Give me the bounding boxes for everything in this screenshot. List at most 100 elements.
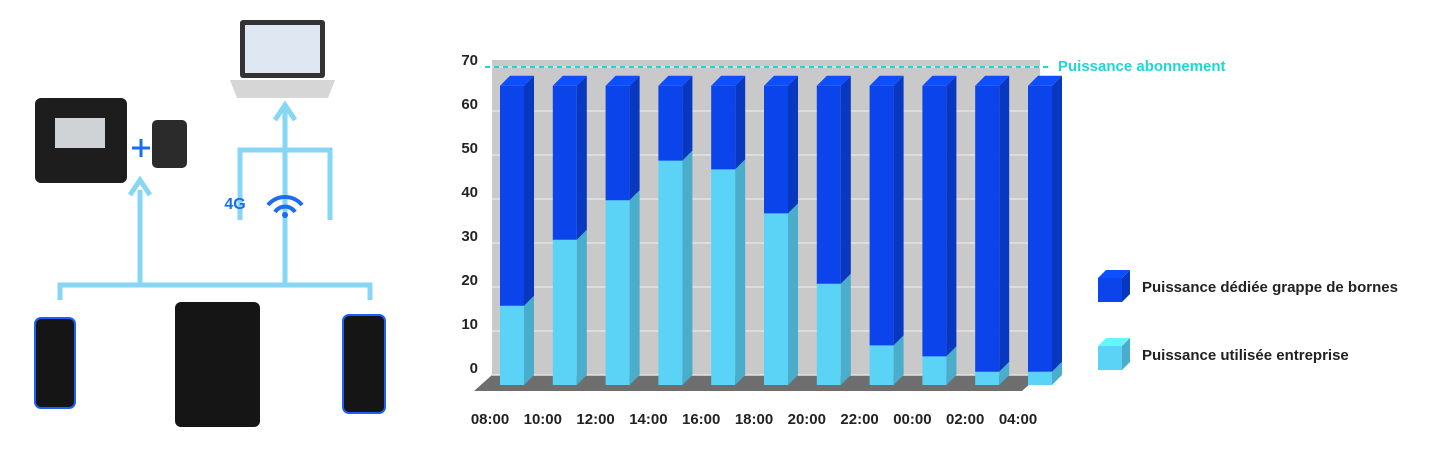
legend-swatch [1098,278,1122,302]
legend-swatch-top [1098,338,1130,346]
bar-face [764,75,798,86]
bar-face [1052,361,1062,385]
bar-face [629,190,640,385]
legend-swatch [1098,346,1122,370]
x-tick-label: 00:00 [893,411,931,428]
bar-segment [711,159,746,385]
bar-face [735,159,746,385]
bar-face [658,160,683,385]
bar-face [999,361,1010,385]
x-tick-label: 02:00 [946,411,984,428]
bar-face [682,75,693,161]
charger [175,302,260,427]
bar-segment [605,75,640,201]
bar-face [500,85,524,306]
y-tick-label: 30 [461,228,478,245]
bar-face [711,75,746,86]
bar-segment [1028,75,1062,372]
bar-face [975,75,1010,86]
bar-face [816,283,841,385]
wifi-dot [282,212,288,218]
bar-face [840,273,851,385]
network-label: 4G [224,196,245,213]
bar-segment [764,203,798,385]
bar-segment [500,295,534,385]
x-tick-label: 22:00 [840,411,878,428]
bar-segment [816,75,851,284]
legend-swatch-top [1098,270,1130,278]
bar-face [893,335,904,385]
y-tick-label: 0 [470,360,478,377]
bar-face [605,85,630,201]
bar-face [605,75,640,86]
bar-face [658,85,683,161]
bar-face [576,75,587,240]
bar-segment [869,335,904,385]
legend-swatch-side [1122,270,1130,302]
reference-label: Puissance abonnement [1058,58,1226,75]
bar-face [946,75,957,357]
bar-segment [764,75,798,214]
bar-segment [869,75,904,346]
bar-face [869,85,894,346]
bar-face [524,295,534,385]
x-tick-label: 18:00 [735,411,773,428]
legend-label: Puissance utilisée entreprise [1142,347,1349,364]
wifi-icon [266,194,304,214]
bar-face [764,85,788,214]
legend-label: Puissance dédiée grappe de bornes [1142,279,1398,296]
bar-face [629,75,640,201]
charger [34,317,76,409]
bar-face [500,75,534,86]
bar-segment [975,75,1010,372]
bar-segment [552,75,587,240]
bar-face [711,169,736,385]
bar-face [893,75,904,346]
y-tick-label: 10 [461,316,478,333]
bar-face [840,75,851,284]
x-tick-label: 16:00 [682,411,720,428]
bar-segment [711,75,746,170]
x-tick-label: 10:00 [524,411,562,428]
laptop-base [230,80,335,98]
bar-face [816,75,851,86]
x-tick-label: 14:00 [629,411,667,428]
bar-face [682,150,693,385]
bar-face [975,85,1000,372]
x-tick-label: 20:00 [788,411,826,428]
bar-face [788,75,798,214]
bar-face [605,200,630,385]
bar-face [1028,75,1062,86]
devices: 4G [34,20,386,427]
y-tick-label: 50 [461,140,478,157]
bar-face [576,229,587,385]
bar-face [922,356,947,385]
bar-segment [552,229,587,385]
bar-face [922,75,957,86]
y-tick-label: 40 [461,184,478,201]
plus [132,139,150,157]
bar-segment [975,361,1010,385]
bar-face [788,203,798,385]
bar-face [1028,371,1052,385]
y-tick-label: 70 [461,52,478,69]
bar-segment [816,273,851,385]
bar-segment [605,190,640,385]
arrows [127,100,298,197]
bar-face [764,213,788,385]
connection-lines [57,110,373,300]
x-tick-label: 12:00 [576,411,614,428]
bar-face [816,85,841,284]
bar-segment [1028,361,1062,385]
laptop-display [245,25,320,73]
charger [342,314,386,414]
controller-screen [55,118,105,148]
y-tick-label: 20 [461,272,478,289]
bar-face [552,85,577,240]
bar-face [869,75,904,86]
bar-face [552,75,587,86]
bar-segment [922,75,957,357]
bar-face [1028,85,1052,372]
y-tick-label: 60 [461,96,478,113]
